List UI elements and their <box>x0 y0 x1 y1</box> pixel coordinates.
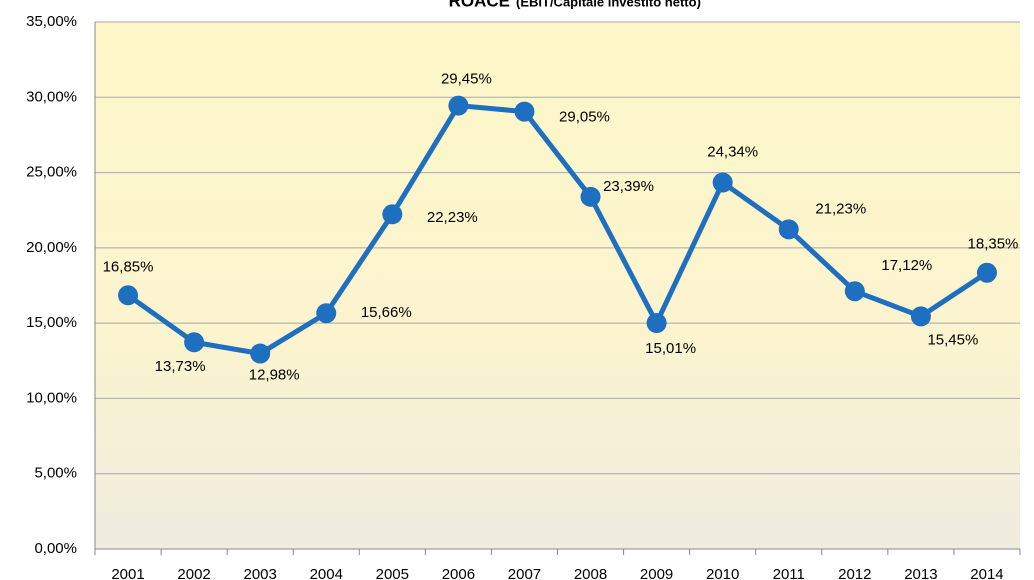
data-label: 17,12% <box>881 257 932 274</box>
point <box>250 343 271 364</box>
data-label: 21,23% <box>815 200 866 217</box>
data-label: 23,39% <box>603 178 654 195</box>
y-tick-label: 0,00% <box>34 540 77 557</box>
y-tick-label: 25,00% <box>26 164 77 181</box>
x-tick-label: 2007 <box>508 566 541 580</box>
point <box>118 285 139 306</box>
data-label: 15,01% <box>645 340 696 357</box>
y-tick-label: 30,00% <box>26 88 77 105</box>
plot-area <box>95 22 1020 549</box>
point <box>580 186 601 207</box>
data-label: 13,73% <box>155 358 206 375</box>
x-tick-label: 2003 <box>243 566 276 580</box>
x-tick-label: 2004 <box>310 566 343 580</box>
data-label: 29,05% <box>559 109 610 126</box>
point <box>646 312 667 333</box>
y-tick-label: 15,00% <box>26 314 77 331</box>
x-tick-label: 2001 <box>111 566 144 580</box>
series-line <box>126 103 989 357</box>
point <box>448 95 469 116</box>
x-tick-label: 2012 <box>838 566 871 580</box>
point <box>910 306 931 327</box>
data-label: 15,45% <box>927 331 978 348</box>
point <box>844 281 865 302</box>
point <box>184 332 205 353</box>
x-tick-label: 2014 <box>970 566 1003 580</box>
data-label: 12,98% <box>249 367 300 384</box>
data-label: 15,66% <box>361 304 412 321</box>
x-tick-label: 2006 <box>442 566 475 580</box>
point <box>976 262 997 283</box>
point <box>316 303 337 324</box>
data-label: 22,23% <box>427 209 478 226</box>
point <box>514 101 535 122</box>
y-tick-label: 10,00% <box>26 389 77 406</box>
x-tick-label: 2005 <box>376 566 409 580</box>
x-tick-label: 2008 <box>574 566 607 580</box>
chart-subtitle: (EBIT/Capitale investito netto) <box>516 0 701 9</box>
data-label: 16,85% <box>103 258 154 275</box>
x-tick-label: 2009 <box>640 566 673 580</box>
point <box>712 172 733 193</box>
data-label: 29,45% <box>441 71 492 88</box>
chart-title: ROACE <box>449 0 510 10</box>
data-label: 18,35% <box>968 236 1019 253</box>
point <box>382 204 403 225</box>
x-tick-label: 2010 <box>706 566 739 580</box>
y-tick-label: 20,00% <box>26 239 77 256</box>
x-tick-label: 2013 <box>904 566 937 580</box>
y-tick-label: 35,00% <box>26 13 77 30</box>
point <box>778 219 799 240</box>
x-tick-label: 2011 <box>773 566 805 580</box>
y-tick-label: 5,00% <box>34 465 77 482</box>
data-label: 24,34% <box>707 143 758 160</box>
x-tick-label: 2002 <box>177 566 210 580</box>
